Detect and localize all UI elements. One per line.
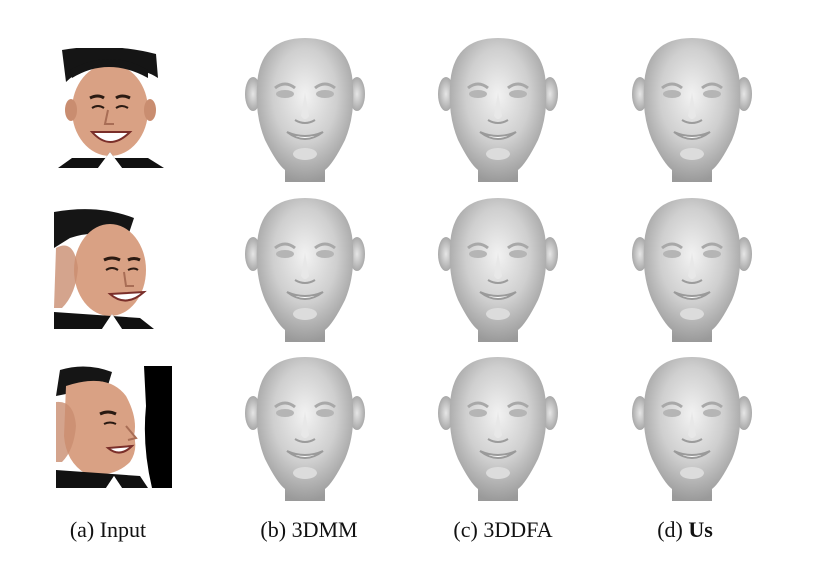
caption-prefix: (b)	[260, 517, 292, 542]
caption-3ddfa: (c) 3DDFA	[453, 517, 552, 543]
mesh-3ddfa-row-3	[438, 355, 558, 501]
mesh-3dmm-row-3	[245, 355, 365, 501]
input-photo-row-3	[56, 366, 172, 488]
caption-name: 3DMM	[291, 517, 358, 542]
caption-prefix: (a)	[69, 517, 100, 542]
mesh-3ddfa-row-2	[438, 196, 558, 342]
input-photo-row-1	[58, 48, 164, 168]
caption-us: (d) Us	[657, 517, 713, 543]
caption-name-bold: Us	[688, 517, 713, 542]
mesh-us-row-1	[632, 36, 752, 182]
caption-input: (a) Input	[70, 517, 146, 543]
caption-prefix: (d)	[657, 517, 689, 542]
mesh-us-row-3	[632, 355, 752, 501]
input-photo-row-2	[54, 208, 154, 329]
caption-3dmm: (b) 3DMM	[260, 517, 357, 543]
caption-prefix: (c)	[453, 517, 484, 542]
mesh-3dmm-row-1	[245, 36, 365, 182]
caption-name: Input	[99, 517, 147, 542]
mesh-3dmm-row-2	[245, 196, 365, 342]
caption-name: 3DDFA	[483, 517, 553, 542]
mesh-us-row-2	[632, 196, 752, 342]
mesh-3ddfa-row-1	[438, 36, 558, 182]
